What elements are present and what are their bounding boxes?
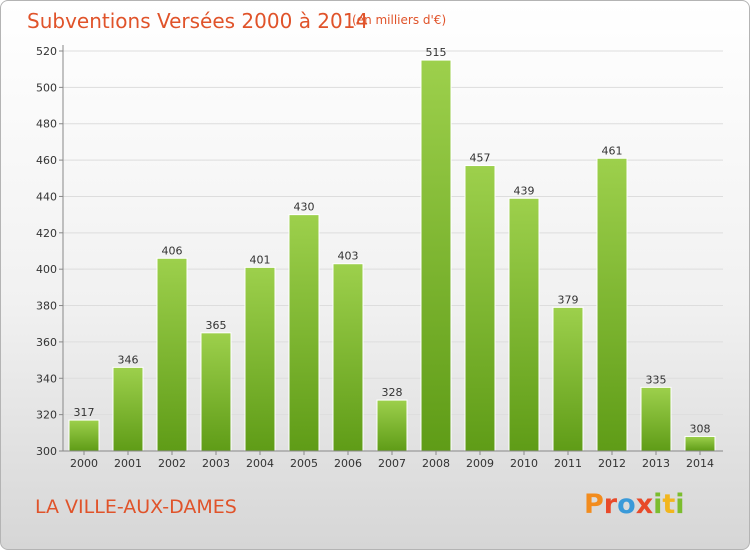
commune-name: LA VILLE-AUX-DAMES — [35, 496, 237, 518]
data-label: 365 — [206, 319, 227, 332]
bar — [200, 332, 232, 452]
bar — [464, 165, 496, 452]
bar — [508, 197, 540, 452]
y-tick-label: 380 — [36, 300, 57, 313]
x-tick-label: 2010 — [510, 457, 538, 470]
data-label: 401 — [250, 253, 271, 266]
chart-title: Subventions Versées 2000 à 2014 — [27, 9, 369, 33]
data-label: 335 — [646, 373, 667, 386]
proxiti-logo: Proxiti — [584, 489, 685, 520]
y-tick-label: 320 — [36, 409, 57, 422]
y-tick-label: 360 — [36, 336, 57, 349]
y-tick-label: 480 — [36, 118, 57, 131]
y-tick-label: 300 — [36, 445, 57, 458]
y-tick-label: 460 — [36, 154, 57, 167]
chart-subtitle: (en milliers d'€) — [352, 13, 447, 27]
data-label: 515 — [426, 46, 447, 59]
x-tick-label: 2008 — [422, 457, 450, 470]
data-label: 457 — [470, 152, 491, 165]
x-tick-label: 2005 — [290, 457, 318, 470]
data-label: 461 — [602, 144, 623, 157]
x-tick-label: 2014 — [686, 457, 714, 470]
bar — [420, 59, 452, 452]
bar — [552, 306, 584, 452]
x-tick-label: 2003 — [202, 457, 230, 470]
y-tick-label: 500 — [36, 81, 57, 94]
data-label: 346 — [118, 353, 139, 366]
x-tick-label: 2012 — [598, 457, 626, 470]
y-tick-label: 400 — [36, 263, 57, 276]
x-tick-label: 2009 — [466, 457, 494, 470]
x-tick-label: 2004 — [246, 457, 274, 470]
bar — [376, 399, 408, 452]
x-tick-label: 2011 — [554, 457, 582, 470]
data-label: 317 — [74, 406, 95, 419]
bar — [244, 266, 276, 452]
y-tick-label: 520 — [36, 45, 57, 58]
data-label: 403 — [338, 250, 359, 263]
x-tick-label: 2000 — [70, 457, 98, 470]
bar — [288, 214, 320, 452]
bar — [596, 157, 628, 452]
y-tick-label: 440 — [36, 190, 57, 203]
data-label: 439 — [514, 184, 535, 197]
bar — [332, 263, 364, 452]
y-tick-label: 420 — [36, 227, 57, 240]
bar — [684, 435, 716, 452]
data-label: 328 — [382, 386, 403, 399]
x-tick-label: 2002 — [158, 457, 186, 470]
x-tick-label: 2006 — [334, 457, 362, 470]
data-label: 406 — [162, 244, 183, 257]
x-tick-label: 2001 — [114, 457, 142, 470]
bar — [68, 419, 100, 452]
bar — [640, 386, 672, 452]
data-label: 379 — [558, 293, 579, 306]
bar — [112, 366, 144, 452]
data-label: 308 — [690, 422, 711, 435]
y-tick-label: 340 — [36, 372, 57, 385]
data-label: 430 — [294, 201, 315, 214]
x-tick-label: 2007 — [378, 457, 406, 470]
x-tick-label: 2013 — [642, 457, 670, 470]
bar — [156, 257, 188, 452]
